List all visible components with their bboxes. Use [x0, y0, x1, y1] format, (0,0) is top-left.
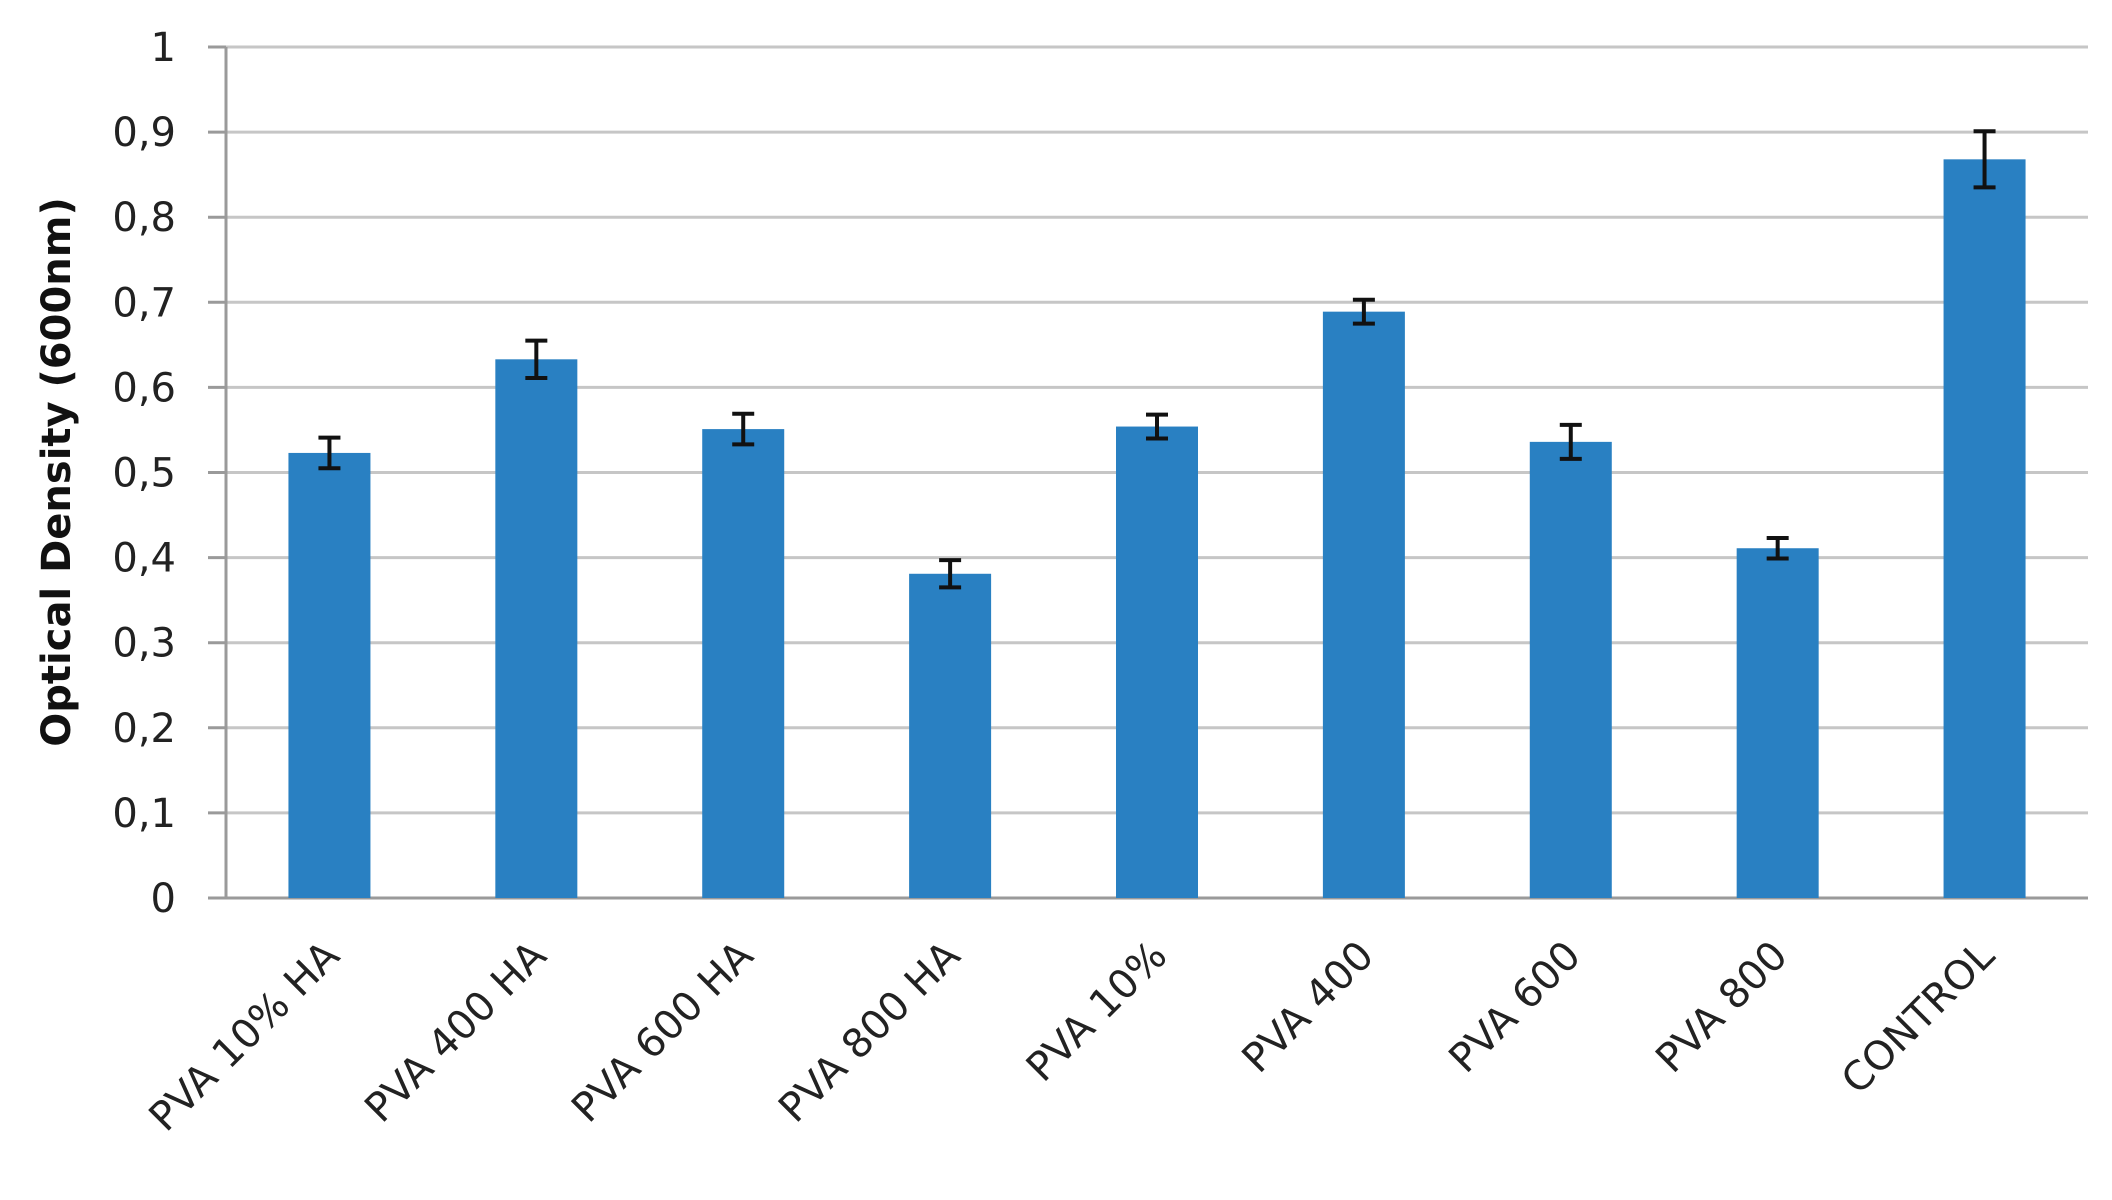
y-axis-label: Optical Density (600nm) — [34, 197, 80, 746]
x-tick-labels: PVA 10% HA PVA 400 HA PVA 600 HA PVA 800 HA… — [141, 932, 2005, 1140]
y-tick-label: 0,2 — [112, 706, 176, 752]
y-tick-label: 0,1 — [112, 791, 176, 837]
y-tick-label: 0,3 — [112, 621, 176, 667]
bar — [1322, 311, 1405, 898]
y-tick-label: 0,9 — [112, 110, 176, 156]
bar — [288, 452, 371, 898]
y-tick-label: 0,8 — [112, 195, 176, 241]
y-tick-label: 0,5 — [112, 451, 176, 497]
bar — [702, 429, 785, 898]
x-tick-label: PVA 800 HA — [770, 932, 970, 1132]
x-tick-label: PVA 400 HA — [356, 932, 556, 1132]
x-tick-label: PVA 400 — [1234, 933, 1383, 1082]
x-tick-label: PVA 600 HA — [563, 932, 763, 1132]
x-tick-label: CONTROL — [1833, 932, 2004, 1103]
bar — [1736, 548, 1819, 898]
bar — [495, 359, 578, 898]
bar — [1943, 159, 2026, 898]
bar — [909, 573, 992, 898]
x-tick-label: PVA 600 — [1440, 933, 1589, 1082]
y-tick-label: 0 — [151, 876, 176, 922]
bar — [1529, 441, 1612, 898]
y-tick-label: 0,6 — [112, 365, 176, 411]
bar — [1116, 426, 1198, 898]
x-tick-label: PVA 800 — [1647, 933, 1796, 1082]
x-tick-label: PVA 10% — [1018, 933, 1176, 1091]
y-tick-label: 0,4 — [112, 536, 176, 582]
x-tick-label: PVA 10% HA — [141, 932, 349, 1140]
bars — [288, 159, 2026, 898]
y-tick-label: 0,7 — [112, 280, 176, 326]
error-bars — [318, 129, 1996, 590]
y-tick-labels: 0 0,1 0,2 0,3 0,4 0,5 0,6 0,7 0,8 0,9 1 — [112, 25, 176, 922]
y-tick-label: 1 — [151, 25, 176, 71]
